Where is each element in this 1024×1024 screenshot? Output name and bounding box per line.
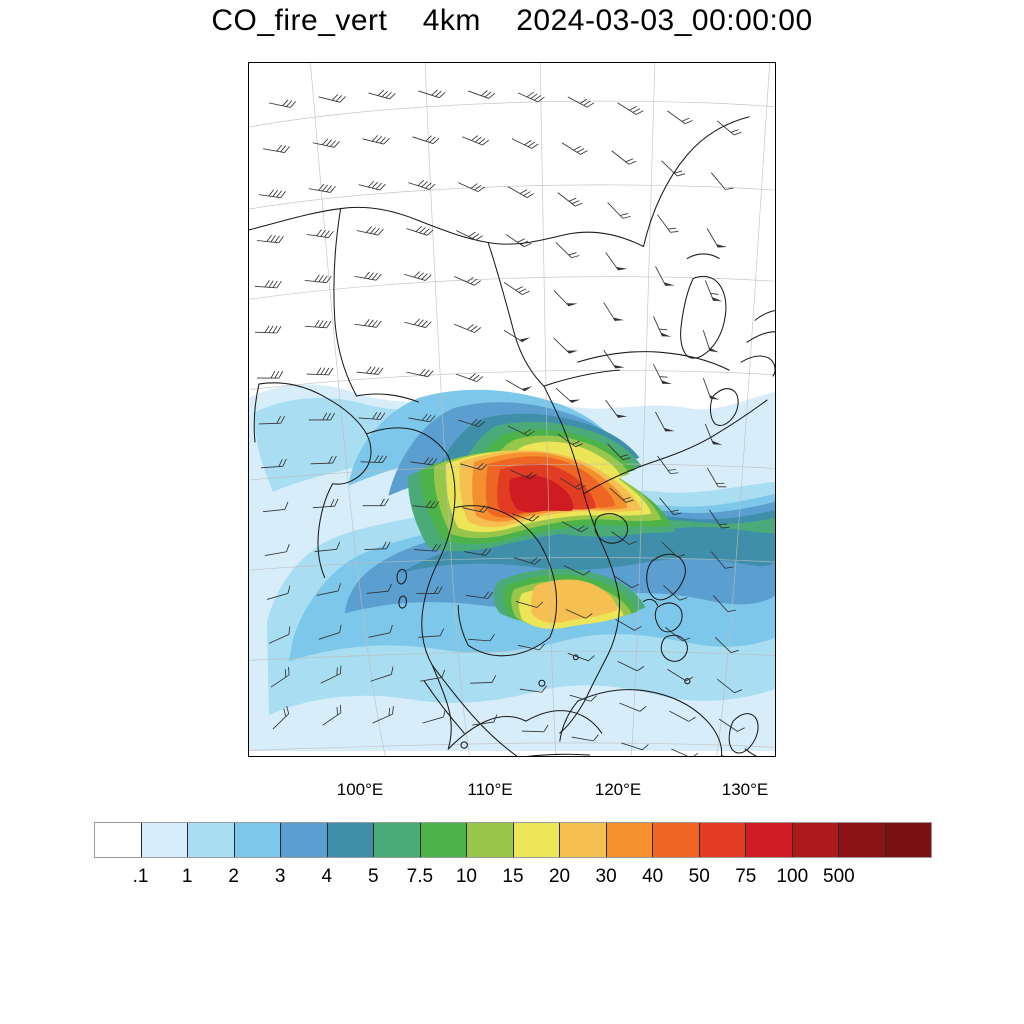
colorbar-tick-50: 50 [688,866,710,887]
map-graphics [249,63,775,756]
colorbar-tick-40: 40 [642,866,664,887]
colorbar-tick-500: 500 [823,866,855,887]
y-tick-50n [248,94,249,95]
colorbar-cell-9 [513,823,560,857]
x-axis-label-130e: 130°E [721,780,769,799]
y-tick-20n [248,442,249,443]
colorbar-cell-1 [141,823,188,857]
colorbar-cell-11 [606,823,653,857]
colorbar-cell-3 [234,823,281,857]
colorbar-cell-6 [374,823,421,857]
colorbar-cell-14 [746,823,793,857]
y-tick-30n [248,331,249,332]
colorbar-tick-100: 100 [776,866,809,887]
colorbar-cell-8 [467,823,514,857]
map-plot-area [248,62,776,757]
colorbar [94,822,932,858]
colorbar-cell-5 [327,823,374,857]
colorbar-cell-0 [95,823,142,857]
colorbar-tick-p1: .1 [132,866,149,887]
x-axis-label-120e: 120°E [594,780,642,799]
colorbar-tick-20: 20 [548,866,571,887]
colorbar-tick-7p5: 7.5 [406,866,434,887]
colorbar-cell-15 [792,823,839,857]
figure-title: CO_fire_vert 4km 2024-03-03_00:00:00 [211,4,813,37]
colorbar-cell-2 [188,823,235,857]
colorbar-cell-7 [420,823,467,857]
colorbar-tick-3: 3 [274,866,286,887]
colorbar-cell-10 [560,823,607,857]
y-tick-10n [248,554,249,555]
x-axis-label-110e: 110°E [467,780,513,799]
colorbar-cell-16 [839,823,886,857]
colorbar-labels: .1 1 2 3 4 5 7.5 10 15 20 30 40 50 75 100 500 [94,866,932,894]
colorbar-cell-13 [699,823,746,857]
colorbar-tick-2: 2 [228,866,239,887]
colorbar-tick-30: 30 [595,866,617,887]
colorbar-tick-4: 4 [321,866,333,887]
y-tick-40n [248,214,249,215]
y-tick-0 [248,676,249,677]
colorbar-cell-12 [653,823,700,857]
colorbar-tick-75: 75 [735,866,757,887]
colorbar-tick-15: 15 [502,866,524,887]
colorbar-tick-10: 10 [455,866,478,887]
colorbar-cell-17 [885,823,931,857]
colorbar-cell-4 [281,823,328,857]
x-axis-label-100e: 100°E [336,780,384,799]
colorbar-tick-5: 5 [368,866,379,887]
colorbar-tick-1: 1 [181,866,193,887]
